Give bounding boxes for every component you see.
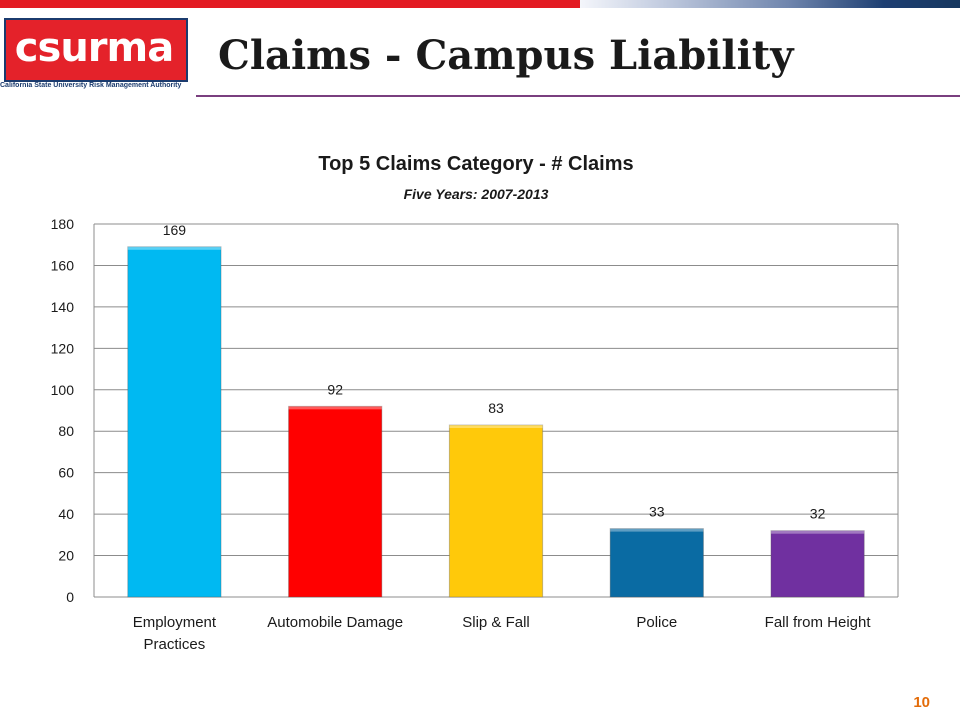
y-tick-label: 140 xyxy=(51,299,75,315)
top-accent-bar-blue xyxy=(580,0,960,8)
y-tick-label: 20 xyxy=(58,548,74,564)
bar xyxy=(448,424,544,598)
bar xyxy=(609,528,704,598)
bar-highlight xyxy=(127,246,222,250)
y-tick-label: 120 xyxy=(51,340,75,356)
bar xyxy=(127,246,222,598)
data-label: 92 xyxy=(327,381,343,397)
chart-subtitle: Five Years: 2007-2013 xyxy=(404,186,549,202)
bar-highlight xyxy=(288,406,382,410)
y-tick-label: 60 xyxy=(58,465,74,481)
title-divider xyxy=(196,95,960,97)
y-tick-label: 40 xyxy=(58,506,74,522)
y-tick-label: 160 xyxy=(51,257,75,273)
logo-badge xyxy=(4,18,188,82)
x-category-label: Police xyxy=(636,614,677,631)
page-number: 10 xyxy=(913,694,930,711)
bar-highlight xyxy=(449,425,543,429)
bar xyxy=(770,530,865,598)
x-axis-labels: Employment Practices Automobile Damage Slip… xyxy=(133,614,872,653)
x-category-label: Employment Practices xyxy=(133,614,217,653)
bar-highlight xyxy=(770,530,865,534)
x-category-label: Fall from Height xyxy=(765,614,872,631)
data-label: 33 xyxy=(649,504,665,520)
gridlines xyxy=(93,223,899,598)
data-label: 32 xyxy=(810,506,826,522)
y-axis-ticks: 0 20 40 60 80 100 120 140 160 180 xyxy=(51,216,75,605)
top-accent-bar-red xyxy=(0,0,580,8)
page-title: Claims - Campus Liability xyxy=(218,32,794,79)
data-label: 83 xyxy=(488,400,504,416)
logo-wordmark: csurma xyxy=(14,25,174,71)
data-label: 169 xyxy=(163,222,187,238)
csurma-logo: csurma California State University Risk … xyxy=(0,14,188,98)
y-tick-label: 80 xyxy=(58,423,74,439)
x-category-label: Automobile Damage xyxy=(267,614,403,631)
y-tick-label: 100 xyxy=(51,382,75,398)
bar xyxy=(288,405,383,598)
x-category-label: Slip & Fall xyxy=(462,614,530,631)
data-labels: 169 92 83 33 32 xyxy=(163,222,826,522)
bar-highlight xyxy=(610,528,704,532)
claims-bar-chart: Top 5 Claims Category - # Claims Five Ye… xyxy=(51,153,899,653)
y-tick-label: 0 xyxy=(66,589,74,605)
y-tick-label: 180 xyxy=(51,216,75,232)
bars xyxy=(127,246,865,598)
chart-title: Top 5 Claims Category - # Claims xyxy=(318,153,633,175)
logo-tagline: California State University Risk Managem… xyxy=(0,82,182,89)
